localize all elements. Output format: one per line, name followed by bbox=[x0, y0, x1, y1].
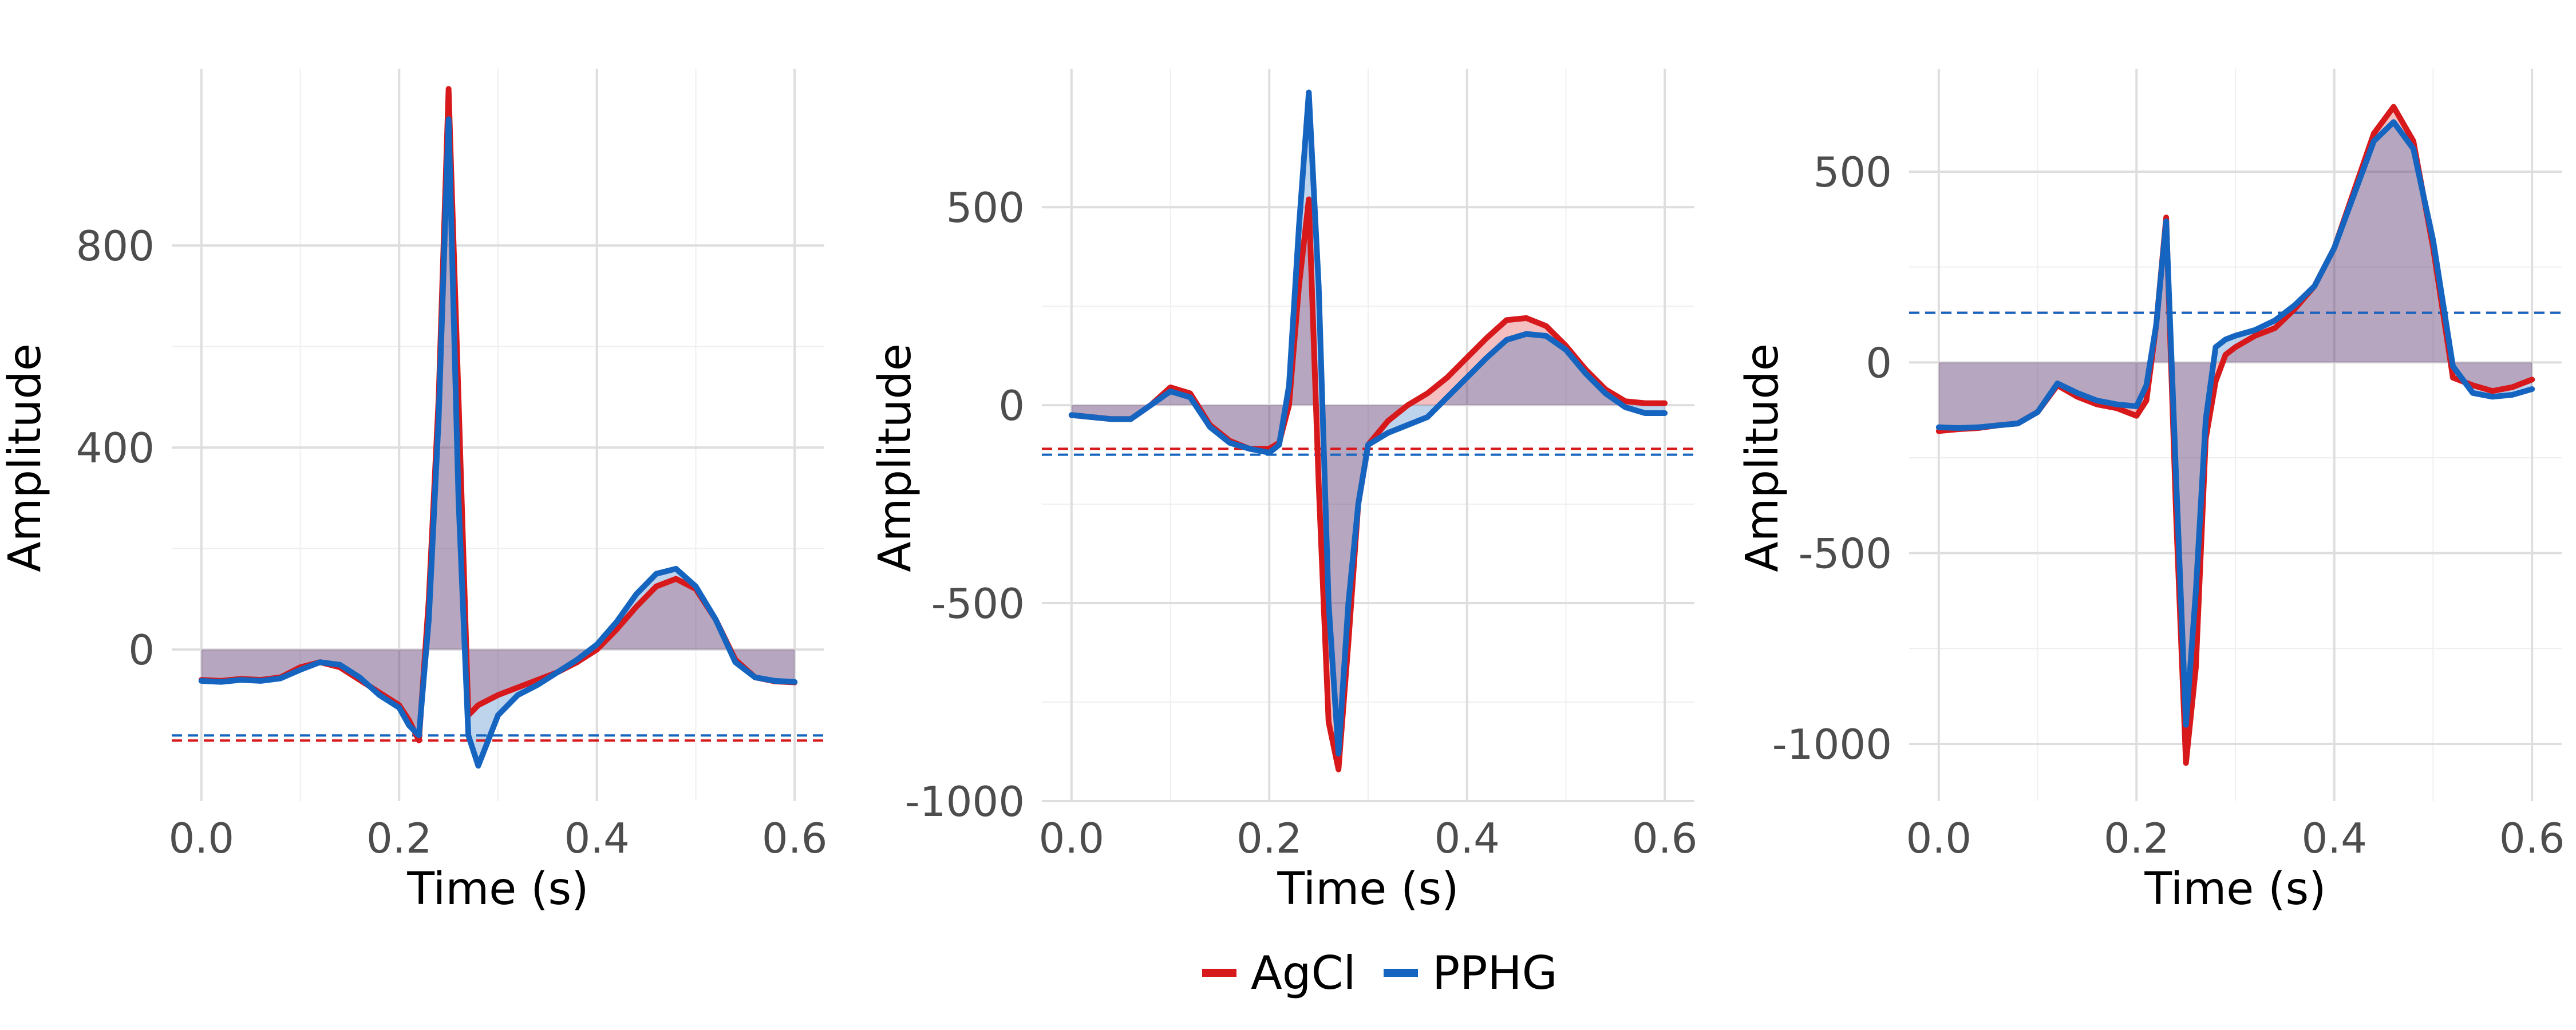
y-tick-label: 400 bbox=[76, 424, 155, 472]
y-tick-label: 500 bbox=[946, 184, 1025, 232]
legend-label-pphg: PPHG bbox=[1432, 946, 1558, 1000]
y-tick-label: 500 bbox=[1814, 148, 1892, 196]
panel-3: 0.0 0.2 0.4 0.6 -1000 -500 0 500 Time (s) Amplitu… bbox=[1737, 69, 2565, 915]
area-agcl bbox=[1071, 199, 1665, 770]
area-pphg bbox=[201, 119, 795, 766]
y-tick-label: 800 bbox=[76, 222, 155, 270]
legend: AgCl PPHG bbox=[1202, 946, 1558, 1000]
y-tick-label: -1000 bbox=[905, 778, 1025, 826]
panel-2: 0.0 0.2 0.4 0.6 -1000 -500 0 500 Time (s) Amplitu… bbox=[870, 69, 1697, 915]
gridlines bbox=[1909, 69, 2562, 801]
x-tick-label: 0.2 bbox=[2104, 814, 2170, 862]
y-tick-label: -500 bbox=[931, 580, 1025, 628]
x-tick-label: 0.0 bbox=[1906, 814, 1972, 862]
y-tick-label: -500 bbox=[1799, 530, 1892, 578]
x-tick-label: 0.0 bbox=[169, 814, 235, 862]
x-axis-title: Time (s) bbox=[1277, 863, 1459, 915]
series-line-pphg bbox=[1068, 89, 1668, 756]
x-tick-label: 0.2 bbox=[1236, 814, 1302, 862]
series-line-pphg bbox=[198, 116, 798, 769]
x-tick-label: 0.4 bbox=[1434, 814, 1500, 862]
x-axis-title: Time (s) bbox=[406, 863, 588, 915]
y-axis-title: Amplitude bbox=[1737, 343, 1788, 572]
series-line-pphg bbox=[1935, 119, 2535, 728]
x-tick-label: 0.4 bbox=[2301, 814, 2367, 862]
x-tick-label: 0.0 bbox=[1039, 814, 1105, 862]
y-tick-label: 0 bbox=[1866, 339, 1892, 387]
y-tick-label: 0 bbox=[998, 382, 1025, 430]
area-pphg bbox=[1938, 122, 2532, 725]
legend-label-agcl: AgCl bbox=[1251, 946, 1356, 1000]
x-tick-label: 0.4 bbox=[564, 814, 630, 862]
x-tick-label: 0.2 bbox=[366, 814, 432, 862]
y-tick-label: -1000 bbox=[1772, 720, 1892, 768]
y-axis-title: Amplitude bbox=[870, 343, 921, 572]
x-tick-label: 0.6 bbox=[2499, 814, 2565, 862]
y-axis-title: Amplitude bbox=[0, 343, 51, 572]
gridlines bbox=[1042, 69, 1694, 802]
x-tick-label: 0.6 bbox=[762, 814, 828, 862]
panel-1: 0.0 0.2 0.4 0.6 0 400 800 Time (s) Amplitude bbox=[0, 69, 827, 915]
area-agcl bbox=[1938, 106, 2532, 763]
gridlines bbox=[172, 69, 824, 801]
area-pphg bbox=[1071, 92, 1665, 754]
area-agcl bbox=[201, 89, 795, 741]
y-tick-label: 0 bbox=[128, 626, 155, 674]
x-axis-title: Time (s) bbox=[2144, 863, 2326, 915]
x-tick-label: 0.6 bbox=[1632, 814, 1698, 862]
